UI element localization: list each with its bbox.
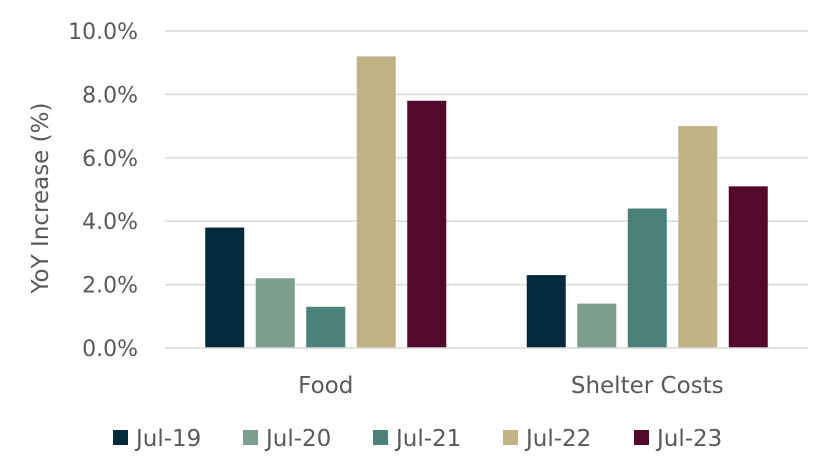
bar-shelter-costs-jul-23: [728, 186, 768, 348]
category-label: Shelter Costs: [571, 373, 724, 399]
bar-shelter-costs-jul-22: [678, 126, 718, 348]
y-axis-title: YoY Increase (%): [28, 103, 54, 295]
y-tick-label: 0.0%: [82, 337, 138, 362]
bar-shelter-costs-jul-19: [526, 275, 566, 348]
legend-swatch-jul-22: [503, 430, 518, 445]
y-tick-label: 8.0%: [82, 83, 138, 108]
legend-swatch-jul-19: [113, 430, 128, 445]
bar-food-jul-22: [356, 56, 396, 349]
legend-swatch-jul-21: [373, 430, 388, 445]
y-tick-label: 6.0%: [82, 147, 138, 172]
y-tick-label: 4.0%: [82, 210, 138, 235]
legend: Jul-19 Jul-20 Jul-21 Jul-22 Jul-23: [113, 426, 722, 452]
legend-label: Jul-22: [524, 426, 591, 452]
y-tick-label: 2.0%: [82, 274, 138, 299]
bar-shelter-costs-jul-20: [577, 303, 617, 348]
legend-label: Jul-20: [264, 426, 331, 452]
legend-swatch-jul-23: [634, 430, 649, 445]
legend-label: Jul-19: [134, 426, 201, 452]
bar-food-jul-19: [205, 227, 245, 348]
bar-food-jul-21: [306, 306, 346, 348]
legend-label: Jul-21: [394, 426, 461, 452]
y-axis-ticks: 0.0% 2.0% 4.0% 6.0% 8.0% 10.0%: [68, 20, 138, 362]
legend-label: Jul-23: [655, 426, 722, 452]
category-label: Food: [298, 373, 353, 399]
category-labels: Food Shelter Costs: [298, 373, 723, 399]
bar-food-jul-23: [407, 100, 447, 349]
legend-swatch-jul-20: [243, 430, 258, 445]
bar-shelter-costs-jul-21: [627, 208, 667, 348]
y-tick-label: 10.0%: [68, 20, 138, 45]
bar-food-jul-20: [255, 278, 295, 348]
bars: [205, 56, 768, 349]
